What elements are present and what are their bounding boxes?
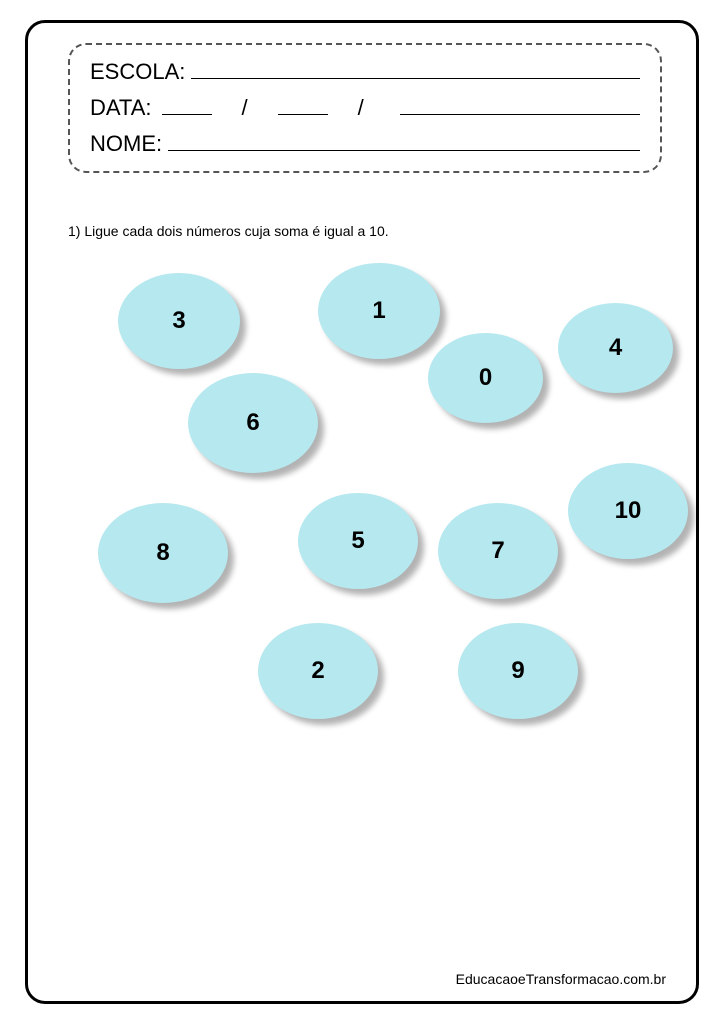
- date-slash-1: /: [242, 95, 248, 121]
- instruction-text: 1) Ligue cada dois números cuja soma é i…: [68, 223, 389, 239]
- data-row: DATA: / /: [90, 93, 640, 121]
- header-box: ESCOLA: DATA: / / NOME:: [68, 43, 662, 173]
- number-bubble[interactable]: 9: [458, 623, 578, 719]
- number-bubble[interactable]: 4: [558, 303, 673, 393]
- escola-row: ESCOLA:: [90, 57, 640, 85]
- number-bubble[interactable]: 7: [438, 503, 558, 599]
- number-bubble[interactable]: 5: [298, 493, 418, 589]
- nome-label: NOME:: [90, 131, 162, 157]
- nome-row: NOME:: [90, 129, 640, 157]
- footer-credit: EducacaoeTransformacao.com.br: [456, 971, 666, 987]
- date-day[interactable]: [162, 93, 212, 115]
- data-label: DATA:: [90, 95, 152, 121]
- number-bubble[interactable]: 10: [568, 463, 688, 559]
- nome-line[interactable]: [168, 129, 640, 151]
- date-month[interactable]: [278, 93, 328, 115]
- number-bubble[interactable]: 6: [188, 373, 318, 473]
- escola-label: ESCOLA:: [90, 59, 185, 85]
- number-bubble[interactable]: 8: [98, 503, 228, 603]
- escola-line[interactable]: [191, 57, 640, 79]
- bubbles-area: 310468571029: [28, 253, 696, 753]
- number-bubble[interactable]: 2: [258, 623, 378, 719]
- date-slash-2: /: [358, 95, 364, 121]
- date-year[interactable]: [400, 93, 640, 115]
- number-bubble[interactable]: 1: [318, 263, 440, 359]
- number-bubble[interactable]: 3: [118, 273, 240, 369]
- worksheet-frame: ESCOLA: DATA: / / NOME: 1) Ligue cada do…: [25, 20, 699, 1004]
- number-bubble[interactable]: 0: [428, 333, 543, 423]
